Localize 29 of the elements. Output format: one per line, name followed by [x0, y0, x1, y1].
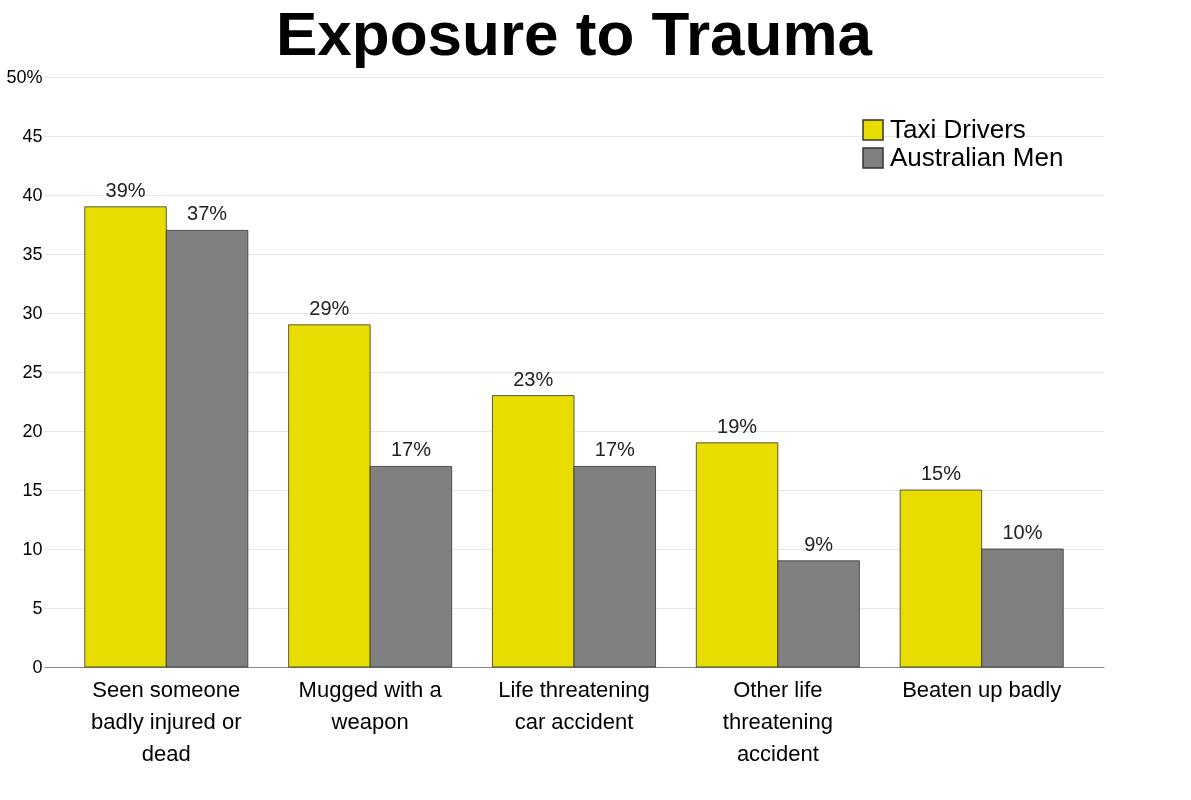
y-tick-label: 25 [22, 361, 43, 382]
y-tick-label: 10 [22, 538, 43, 559]
x-tick-label: Beaten up badly [902, 676, 1062, 702]
chart-title: Exposure to Trauma [275, 0, 873, 68]
y-tick-label: 50% [6, 66, 43, 87]
data-label: 29% [309, 296, 350, 319]
x-tick-label: Seen someone badly injured or dead [91, 676, 242, 766]
data-label: 17% [390, 438, 432, 461]
y-tick-label: 35 [22, 243, 43, 264]
data-label: 10% [1002, 521, 1043, 543]
y-tick-label: 5 [32, 597, 43, 618]
data-label: 19% [717, 414, 758, 437]
data-label: 23% [513, 367, 554, 390]
y-tick-label: 30 [22, 302, 43, 323]
y-tick-label: 20 [22, 420, 43, 441]
y-tick-label: 15 [22, 479, 43, 500]
y-tick-label: 45 [22, 125, 43, 146]
y-tick-label: 0 [32, 656, 43, 677]
data-label: 39% [105, 178, 146, 201]
x-tick-label: Life threatening car accident [498, 676, 650, 734]
data-label: 37% [187, 202, 228, 225]
x-tick-label: Mugged with a weapon [298, 676, 443, 734]
legend-label: Taxi Drivers [890, 114, 1026, 144]
legend-label: Australian Men [890, 142, 1064, 172]
y-tick-label: 40 [22, 184, 43, 205]
data-label: 15% [920, 462, 962, 484]
data-label: 9% [804, 532, 834, 555]
data-label: 17% [594, 438, 635, 461]
x-tick-label: Other life threatening accident [722, 676, 833, 766]
